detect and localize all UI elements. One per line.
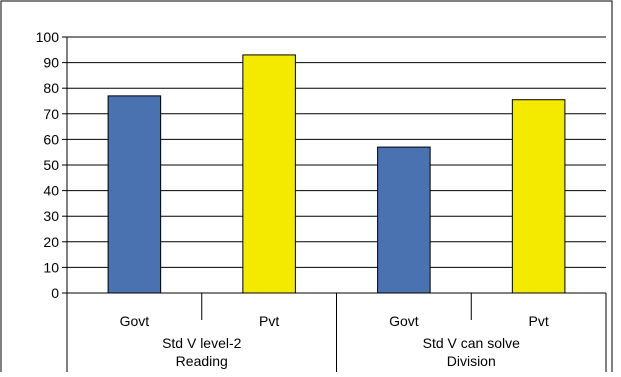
y-tick-labels: 0 10 20 30 40 50 60 70 80 90 100 (36, 29, 60, 301)
y-tick-label: 100 (36, 29, 60, 45)
bar (107, 95, 162, 294)
x-category-label: Pvt (259, 313, 279, 329)
y-tick-label: 80 (43, 80, 59, 96)
x-category-label: Pvt (529, 313, 549, 329)
group-label: Std V can solve (423, 335, 520, 351)
y-tick-label: 40 (43, 183, 59, 199)
bar (511, 99, 566, 294)
bar (377, 146, 431, 294)
group-label: Std V level-2 (162, 335, 242, 351)
x-category-label: Govt (120, 313, 150, 329)
y-tick-label: 30 (43, 208, 59, 224)
y-tick-label: 90 (43, 55, 59, 71)
y-tick-label: 10 (43, 259, 59, 275)
group-label: Division (447, 353, 496, 369)
y-tick-label: 60 (43, 131, 59, 147)
group-label: Reading (176, 353, 228, 369)
x-category-labels: Govt Pvt Govt Pvt Std V level-2 Reading Std V … (120, 313, 549, 369)
y-tick-label: 50 (43, 157, 59, 173)
axes (62, 36, 607, 372)
y-tick-label: 70 (43, 106, 59, 122)
bars (107, 54, 566, 294)
y-tick-label: 0 (51, 285, 59, 301)
bar (242, 54, 296, 294)
x-category-label: Govt (389, 313, 419, 329)
y-tick-label: 20 (43, 234, 59, 250)
